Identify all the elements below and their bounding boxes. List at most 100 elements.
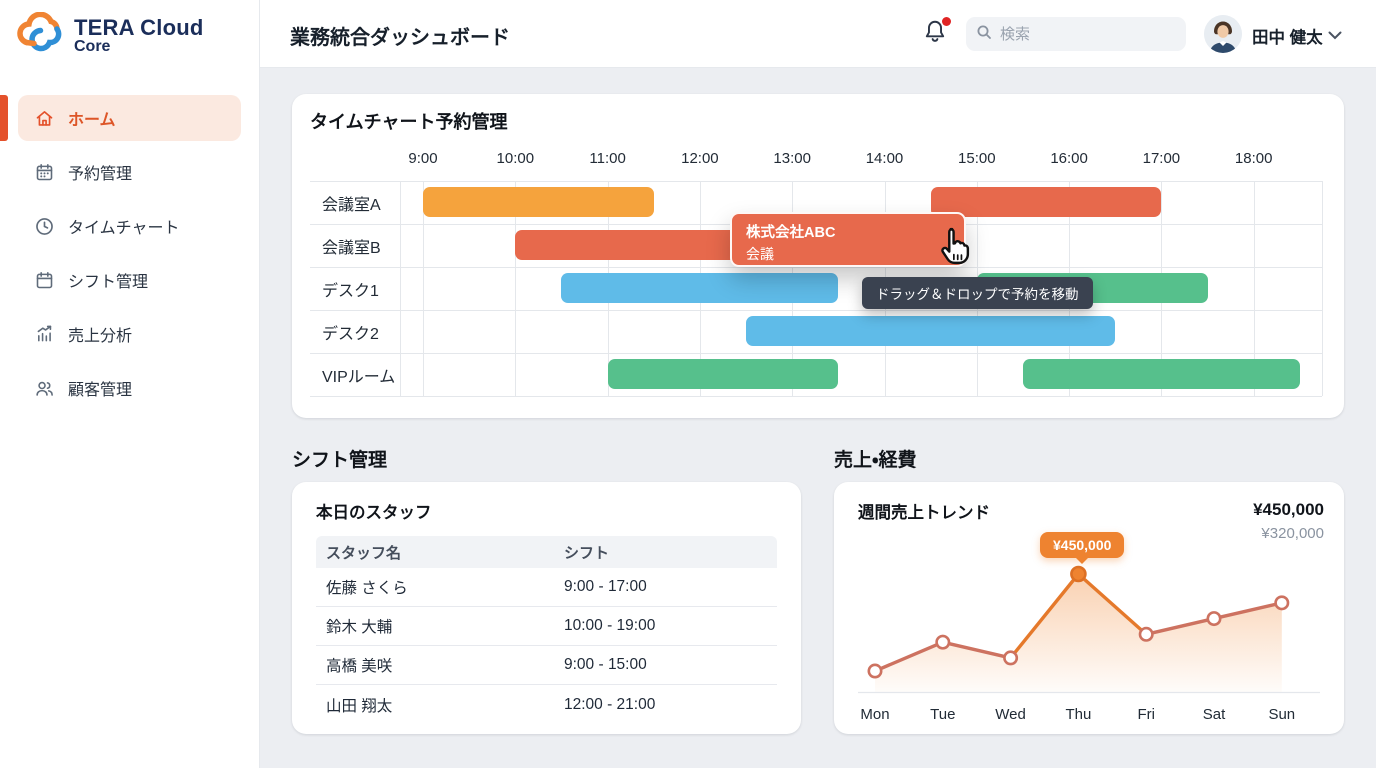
user-name[interactable]: 田中 健太 [1252,29,1323,47]
app-logo: TERA Cloud Core [0,0,259,59]
staff-row: 佐藤 さくら 9:00 - 17:00 [316,568,777,607]
resource-row-label: VIPルーム [322,368,396,386]
reservation-bar[interactable] [1022,359,1300,389]
sales-card-title: 週間売上トレンド [858,504,990,522]
logo-subtitle: Core [74,38,111,56]
grid-line [310,310,1322,311]
sidebar-item-label: 顧客管理 [68,382,133,399]
chart-day-label: Fri [1137,706,1155,723]
sidebar-item-label: タイムチャート [68,220,180,237]
sidebar: TERA Cloud Core ホーム予約管理タイムチャート シフト管理売上分析顧… [0,0,260,768]
sales-card: 週間売上トレンド ¥450,000 ¥320,000 ¥450,000 Mon T… [834,482,1344,734]
shift-section-title: シフト管理 [292,450,388,471]
hour-label: 13:00 [773,150,811,167]
staff-name: 高橋 美咲 [326,658,393,675]
chart-day-label: Wed [995,706,1026,723]
staff-row: 鈴木 大輔 10:00 - 19:00 [316,607,777,646]
sidebar-item-reservation[interactable]: 予約管理 [18,149,241,195]
column-header-shift: シフト [564,544,610,562]
notification-bell-button[interactable] [922,17,952,50]
sidebar-item-sales[interactable]: 売上分析 [18,311,241,357]
chart-line-segment [873,640,945,673]
sidebar-item-customer[interactable]: 顧客管理 [18,365,241,411]
staff-row: 高橋 美咲 9:00 - 15:00 [316,646,777,685]
reservation-bar[interactable] [561,273,839,303]
sidebar-item-home[interactable]: ホーム [0,95,241,141]
home-icon [33,107,55,129]
grid-line [1253,181,1255,396]
hour-label: 10:00 [496,150,535,167]
chart-line-segment [1212,601,1284,621]
chart-point[interactable] [867,663,883,679]
logo-text: TERA Cloud Core [74,12,204,56]
staff-name: 佐藤 さくら [326,580,408,597]
resource-row-label: 会議室B [322,239,381,257]
chart-line-segment [1008,572,1081,660]
notification-dot [942,17,951,26]
reservation-bar[interactable] [746,316,1116,346]
hour-label: 15:00 [958,150,996,167]
grid-line [400,181,401,396]
grid-line [310,396,1322,397]
search-input[interactable] [1000,25,1160,43]
chart-line-segment [1076,572,1148,637]
chart-point-highlight[interactable] [1070,565,1087,583]
drag-drop-tooltip: ドラッグ＆ドロップで予約を移動 [862,277,1093,309]
chart-point[interactable] [1138,626,1154,642]
staff-shift-time: 12:00 - 21:00 [564,695,656,713]
reservation-bar[interactable] [930,187,1162,217]
sales-section-title: 売上・経費 [834,450,917,471]
staff-shift-time: 9:00 - 17:00 [564,578,647,595]
chart-day-label: Mon [860,706,889,723]
staff-card-title: 本日のスタッフ [316,504,432,522]
sidebar-item-timechart[interactable]: タイムチャート [18,203,241,249]
timechart-card: タイムチャート予約管理 9:00 10:00 11:00 12:00 13:00 14:0… [292,94,1344,418]
sidebar-item-label: 予約管理 [68,166,133,183]
reservation-bar[interactable] [607,359,839,389]
sidebar-item-shift[interactable]: シフト管理 [18,257,241,303]
chart-area-fill [875,574,1282,692]
staff-rows: 佐藤 さくら 9:00 - 17:00 鈴木 大輔 10:00 - 19:00 高橋 美… [316,568,777,724]
cloud-logo-icon [16,11,64,59]
top-header: 業務統合ダッシュボード [260,0,1376,68]
reservation-company: 株式会社ABC [746,225,836,241]
shift-card: 本日のスタッフ スタッフ名 シフト 佐藤 さくら 9:00 - 17:00 鈴木 大… [292,482,801,734]
chart-day-label: Thu [1065,706,1091,723]
resource-row-label: 会議室A [322,196,381,214]
hour-label: 9:00 [408,150,438,167]
sidebar-item-label: シフト管理 [68,274,149,291]
grid-line [310,181,1322,182]
chart-point[interactable] [1206,611,1222,627]
expense-total-value: ¥320,000 [1261,525,1324,542]
dragged-reservation-card[interactable]: 株式会社ABC 会議 [730,212,966,267]
staff-shift-time: 10:00 - 19:00 [564,617,656,634]
grid-line [310,353,1322,354]
reservation-bar[interactable] [423,187,654,217]
sidebar-nav: ホーム予約管理タイムチャート シフト管理売上分析顧客管理 [0,95,259,419]
grid-line [310,267,1322,268]
clock-icon [33,215,55,237]
chart-point[interactable] [935,634,951,650]
search-icon [976,24,992,45]
staff-table-header: スタッフ名 シフト [316,536,777,568]
chart-point[interactable] [1274,595,1290,611]
chart-day-label: Tue [930,706,955,723]
sidebar-item-label: ホーム [68,112,116,129]
user-avatar[interactable] [1204,15,1242,53]
chart-point[interactable] [1003,650,1019,666]
grid-line [423,181,424,396]
grid-line [515,181,517,396]
users-icon [33,377,55,399]
sales-total-value: ¥450,000 [1253,500,1324,519]
hour-label: 18:00 [1234,150,1273,167]
logo-title: TERA Cloud [74,15,204,40]
column-header-name: スタッフ名 [326,544,402,562]
chevron-down-icon[interactable] [1328,27,1342,45]
bell-icon [922,20,948,50]
peak-value-badge: ¥450,000 [1040,532,1125,558]
chart-line-segment [941,640,1013,660]
page-title: 業務統合ダッシュボード [290,27,510,49]
chart-line-segment [1144,616,1216,637]
hour-label: 11:00 [589,150,626,167]
